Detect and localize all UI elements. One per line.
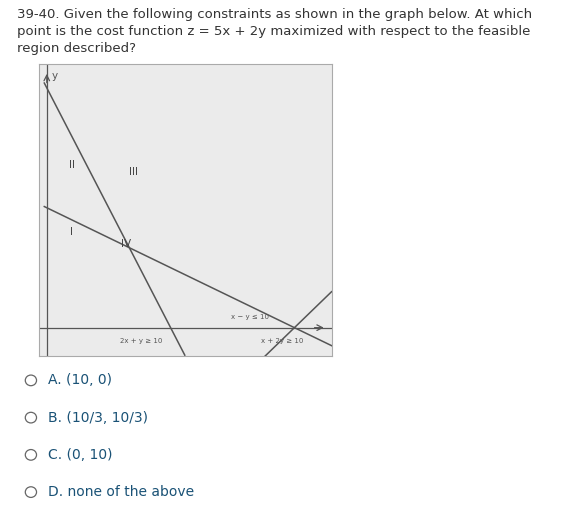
Text: A. (10, 0): A. (10, 0) <box>48 373 112 387</box>
Text: IV: IV <box>121 239 131 249</box>
Text: 39-40. Given the following constraints as shown in the graph below. At which
poi: 39-40. Given the following constraints a… <box>17 8 532 55</box>
Text: y: y <box>51 71 57 81</box>
Text: B. (10/3, 10/3): B. (10/3, 10/3) <box>48 411 148 425</box>
Text: I: I <box>70 227 73 237</box>
Text: x − y ≤ 10: x − y ≤ 10 <box>231 314 269 320</box>
Text: 2x + y ≥ 10: 2x + y ≥ 10 <box>120 338 162 344</box>
Text: x + 2y ≥ 10: x + 2y ≥ 10 <box>261 338 303 344</box>
Text: C. (0, 10): C. (0, 10) <box>48 448 112 462</box>
Text: II: II <box>69 160 75 170</box>
Text: III: III <box>129 167 138 177</box>
Text: D. none of the above: D. none of the above <box>48 485 194 499</box>
